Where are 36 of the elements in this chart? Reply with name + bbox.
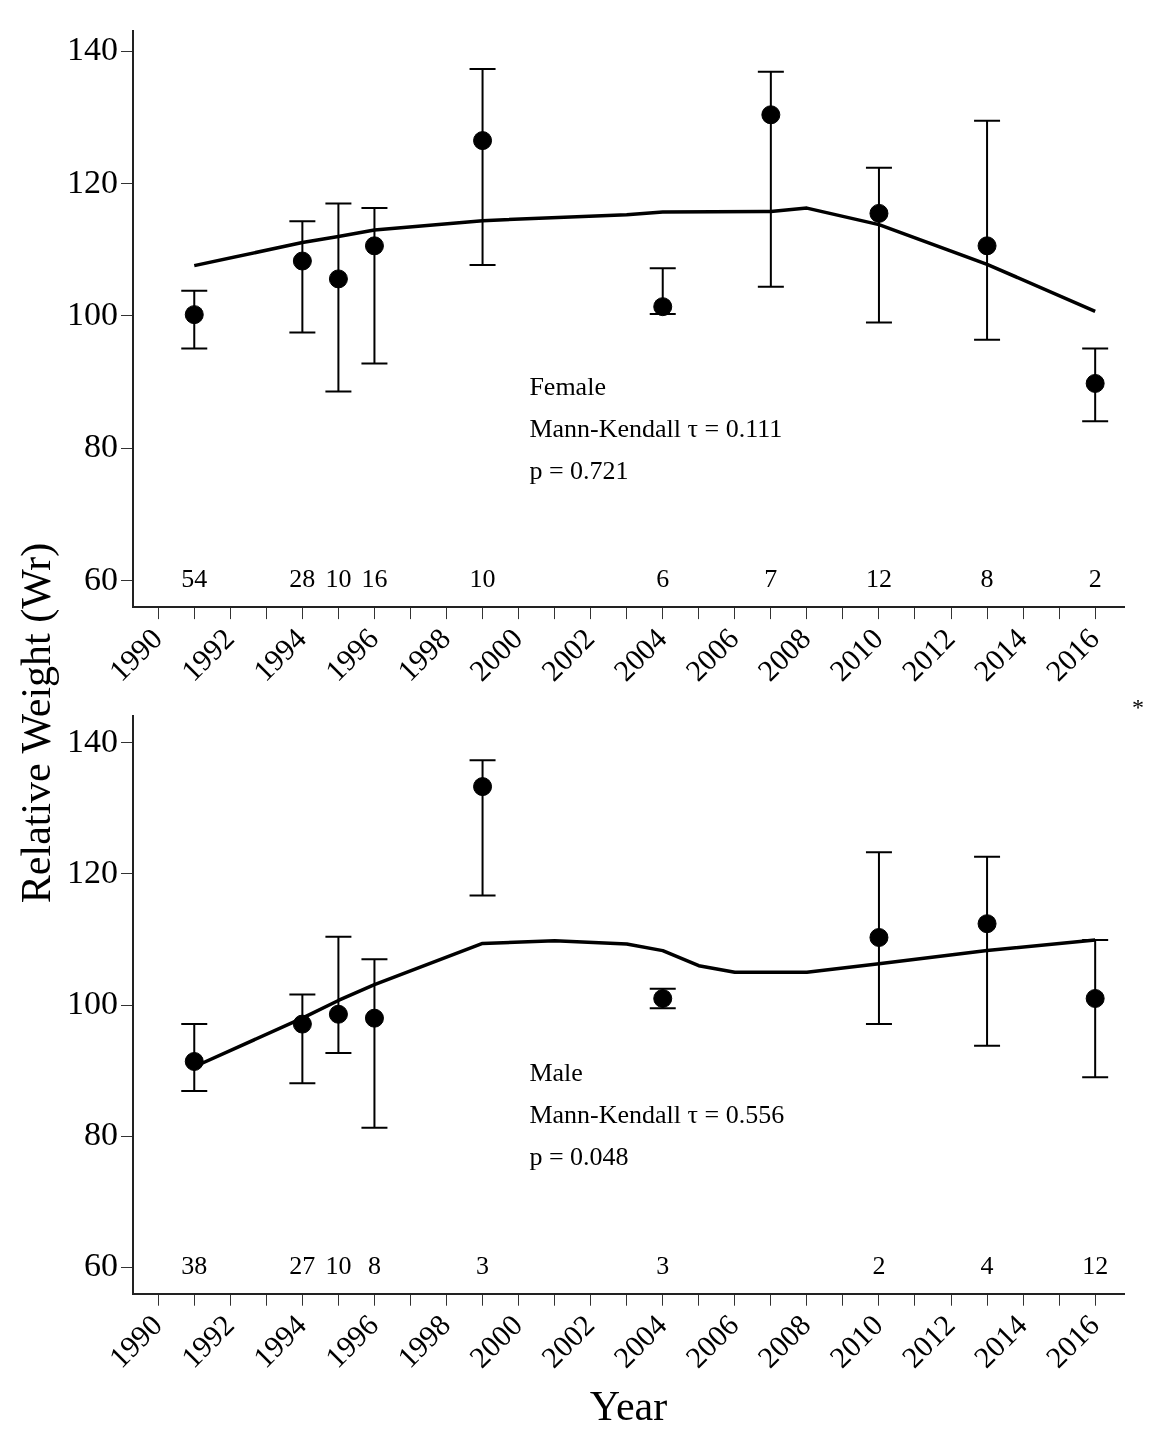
annotation: 54 <box>181 564 208 594</box>
annotation: 3 <box>656 1251 670 1281</box>
annotation: 6 <box>656 564 670 594</box>
annotation: 10 <box>469 564 496 594</box>
annotation: 27 <box>289 1251 316 1281</box>
annotation: 10 <box>325 564 352 594</box>
x-axis-title: Year <box>589 1382 668 1429</box>
y-tick-label: 80 <box>84 1115 118 1153</box>
annotation: 2 <box>872 1251 886 1281</box>
y-tick-label: 140 <box>67 721 118 759</box>
text: * <box>1132 694 1144 721</box>
annotation: Male Mann-Kendall τ = 0.556 p = 0.048 <box>529 1058 785 1172</box>
annotation: 10 <box>325 1251 352 1281</box>
y-tick-label: 100 <box>67 294 118 332</box>
y-tick-label: 100 <box>67 983 118 1021</box>
annotation: Female Mann-Kendall τ = 0.111 p = 0.721 <box>529 372 783 486</box>
annotation: 2 <box>1088 564 1102 594</box>
annotation: 4 <box>980 1251 994 1281</box>
y-tick-label: 120 <box>67 162 118 200</box>
y-tick-label: 140 <box>67 30 118 68</box>
annotation: 28 <box>289 564 316 594</box>
y-tick-label: 80 <box>84 427 118 465</box>
x-tick-label: 1992 <box>174 621 241 688</box>
y-axis-title: Relative Weight (Wr) <box>12 542 60 904</box>
annotation: 38 <box>181 1251 208 1281</box>
annotation: 3 <box>476 1251 490 1281</box>
annotation: 7 <box>764 564 778 594</box>
annotation: 16 <box>361 564 388 594</box>
y-tick-label: 60 <box>84 1246 118 1284</box>
annotation: 12 <box>1082 1251 1109 1281</box>
y-tick-label: 120 <box>67 852 118 890</box>
y-tick-label: 60 <box>84 559 118 597</box>
x-tick-label: 1990 <box>102 621 169 688</box>
annotation: 8 <box>367 1251 381 1281</box>
annotation: 12 <box>865 564 892 594</box>
annotation: 8 <box>980 564 994 594</box>
